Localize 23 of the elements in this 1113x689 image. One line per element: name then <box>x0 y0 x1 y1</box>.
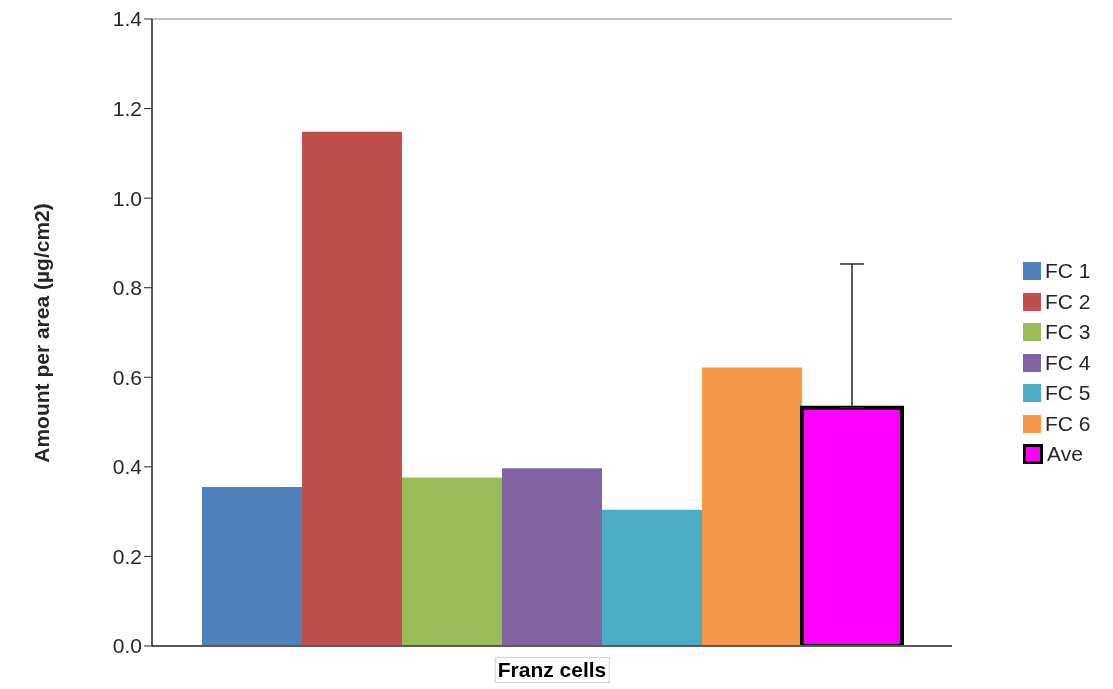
bar <box>402 477 502 646</box>
y-tick-label: 1.4 <box>112 7 143 31</box>
y-tick-label: 0.6 <box>112 365 142 389</box>
bar <box>602 509 702 646</box>
legend-label: FC 2 <box>1045 289 1091 314</box>
y-axis-title: Amount per area (µg/cm2) <box>30 202 54 463</box>
bar <box>302 131 402 646</box>
legend-label: FC 5 <box>1045 381 1091 406</box>
legend-label: FC 4 <box>1045 350 1091 375</box>
x-axis-title: Franz cells <box>494 657 610 683</box>
legend-label: FC 6 <box>1045 411 1091 436</box>
y-tick-label: 1.0 <box>112 186 142 210</box>
y-tick-label: 1.2 <box>112 97 142 121</box>
y-tick-label: 0.2 <box>112 544 142 568</box>
bar <box>702 367 802 646</box>
bar <box>502 468 602 646</box>
legend-label: FC 1 <box>1045 259 1091 284</box>
y-tick-label: 0.4 <box>112 455 143 479</box>
y-tick-label: 0.0 <box>112 634 142 658</box>
legend-label: FC 3 <box>1045 320 1091 345</box>
bar <box>202 487 302 646</box>
y-tick-label: 0.8 <box>112 276 142 300</box>
legend-label: Ave <box>1047 442 1083 467</box>
